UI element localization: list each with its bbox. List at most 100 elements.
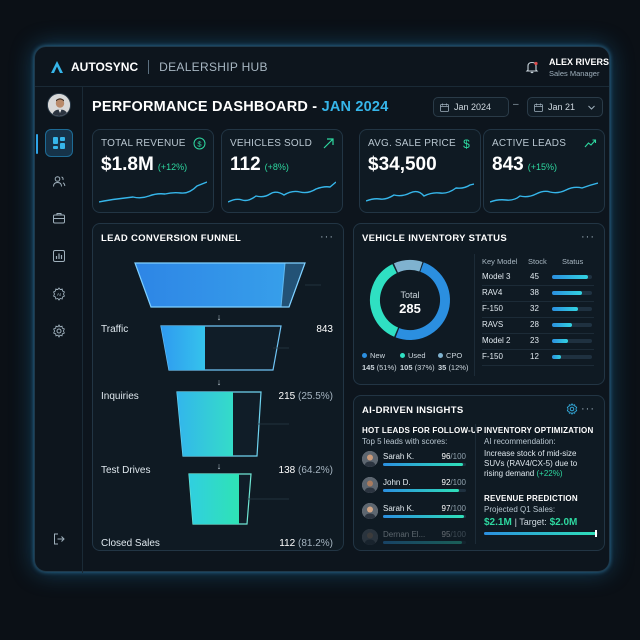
funnel-percent: (81.2%) — [297, 538, 333, 549]
kpi-card-vehicles-sold[interactable]: VEHICLES SOLD 112 (+8%) — [221, 129, 343, 213]
sidebar-item-customers[interactable] — [45, 167, 73, 195]
inventory-row[interactable]: RAVS 28 — [482, 320, 594, 334]
funnel-graphic: ↓ ↓ ↓ — [134, 262, 321, 525]
date-from-value: Jan 2024 — [454, 102, 492, 112]
model-name: Model 2 — [482, 336, 511, 345]
sidebar-item-ai[interactable]: AI — [45, 280, 73, 308]
inventory-row[interactable]: F-150 32 — [482, 304, 594, 318]
kpi-value-text: 112 — [230, 154, 261, 175]
notification-bell-icon[interactable] — [525, 60, 539, 74]
recommendation-text: rising demand — [484, 469, 535, 478]
stock-count: 12 — [530, 352, 539, 361]
ai-title: AI-DRIVEN INSIGHTS — [362, 405, 464, 416]
lead-score-bar — [383, 515, 466, 518]
stock-count: 28 — [530, 320, 539, 329]
ai-menu-button[interactable]: ··· — [581, 403, 595, 415]
inventory-recommendation-line-1: Increase stock of mid-size — [484, 449, 577, 458]
inventory-optimization-subtitle: AI recommendation: — [484, 437, 556, 446]
lead-score: 97/100 — [442, 504, 466, 513]
hot-lead-item[interactable]: John D. 92/100 — [362, 477, 466, 497]
legend-pct: (51%) — [376, 363, 397, 372]
inventory-row[interactable]: Model 3 45 — [482, 272, 594, 286]
lead-name: Sarah K. — [383, 452, 415, 461]
inventory-row[interactable]: F-150 12 — [482, 352, 594, 366]
ai-icon: AI — [53, 287, 65, 301]
kpi-value: 843 (+15%) — [492, 154, 557, 176]
kpi-sparkline — [366, 183, 474, 202]
kpi-value-text: $34,500 — [368, 154, 437, 175]
hot-lead-item[interactable]: Sarah K. 96/100 — [362, 451, 466, 471]
top-bar: AUTOSYNC DEALERSHIP HUB ALEX RIVERS Sale… — [35, 47, 609, 87]
row-divider — [482, 365, 594, 366]
inventory-row[interactable]: RAV4 38 — [482, 288, 594, 302]
svg-text:AI: AI — [57, 292, 61, 297]
status-bar-fill — [552, 275, 588, 279]
hot-lead-item[interactable]: Dernan El... 95/100 — [362, 529, 466, 549]
model-name: RAV4 — [482, 288, 503, 297]
chevron-down-icon — [588, 105, 595, 110]
kpi-value-text: 843 — [492, 154, 524, 175]
kpi-value: $1.8M (+12%) — [101, 154, 187, 176]
revenue-prediction-values: $2.1M | Target: $2.0M — [484, 517, 577, 528]
sidebar-item-settings[interactable] — [45, 317, 73, 345]
row-divider — [482, 317, 594, 318]
kpi-card-total-revenue[interactable]: TOTAL REVENUE $ $1.8M (+12%) — [92, 129, 214, 213]
kpi-label: VEHICLES SOLD — [230, 138, 313, 149]
legend-cpo-count: 35 (12%) — [438, 363, 468, 372]
lead-name: Sarah K. — [383, 504, 415, 513]
revenue-progress-fill — [484, 532, 596, 535]
hot-leads-title: HOT LEADS FOR FOLLOW-UP — [362, 426, 483, 435]
inventory-menu-button[interactable]: ··· — [581, 231, 595, 243]
hot-lead-item[interactable]: Sarah K. 97/100 — [362, 503, 466, 523]
legend-label: Used — [408, 351, 426, 360]
lead-score-value: 97 — [441, 504, 451, 513]
brand-logo[interactable]: AUTOSYNC DEALERSHIP HUB — [49, 59, 268, 75]
funnel-stage-test-drives — [176, 391, 262, 457]
sidebar-item-dashboard[interactable] — [36, 129, 73, 157]
sidebar-item-reports[interactable] — [45, 242, 73, 270]
lead-score: 92/100 — [442, 478, 466, 487]
lead-score-max: /100 — [450, 478, 466, 487]
donut-total-label: Total — [400, 290, 420, 300]
lead-avatar — [362, 451, 378, 467]
status-bar-fill — [552, 291, 583, 295]
kpi-sparkline — [490, 182, 598, 203]
logout-button[interactable] — [45, 525, 73, 553]
page-title-text: PERFORMANCE DASHBOARD - — [92, 99, 322, 115]
legend-swatch — [400, 353, 405, 358]
lead-score-bar-fill — [383, 463, 463, 466]
inventory-row[interactable]: Model 2 23 — [482, 336, 594, 350]
lead-avatar — [362, 529, 378, 545]
lead-score-bar-fill — [383, 515, 464, 518]
donut-segment-new — [370, 260, 450, 340]
funnel-count: 112 — [279, 538, 296, 549]
date-from-picker[interactable]: Jan 2024 — [433, 97, 509, 117]
hub-name: DEALERSHIP HUB — [159, 60, 268, 74]
legend-used-count: 105 (37%) — [400, 363, 435, 372]
kpi-value: 112 (+8%) — [230, 154, 289, 176]
lead-score: 95/100 — [442, 530, 466, 539]
avatar[interactable] — [47, 93, 71, 117]
stock-count: 23 — [530, 336, 539, 345]
lead-score-value: 92 — [441, 478, 451, 487]
lead-avatar — [362, 503, 378, 519]
revenue-prediction-title: REVENUE PREDICTION — [484, 494, 578, 503]
stock-count: 32 — [530, 304, 539, 313]
model-name: F-150 — [482, 304, 503, 313]
inventory-recommendation-line-3: rising demand (+22%) — [484, 469, 563, 479]
user-profile[interactable]: ALEX RIVERS Sales Manager — [549, 57, 609, 78]
svg-text:↓: ↓ — [217, 312, 222, 322]
funnel-value-traffic: 843 — [316, 324, 333, 335]
legend-value: 35 — [438, 363, 447, 372]
funnel-stage-inquiries — [160, 325, 282, 371]
ai-settings-icon[interactable] — [566, 403, 578, 415]
status-bar — [552, 291, 592, 295]
legend-pct: (12%) — [448, 363, 469, 372]
date-to-picker[interactable]: Jan 21 — [527, 97, 603, 117]
kpi-card-active-leads[interactable]: ACTIVE LEADS 843 (+15%) — [483, 129, 605, 213]
lead-score-max: /100 — [450, 452, 466, 461]
donut-segment-cpo — [370, 260, 450, 340]
funnel-menu-button[interactable]: ··· — [320, 231, 334, 243]
kpi-card-avg-sale-price[interactable]: AVG. SALE PRICE $ $34,500 — [359, 129, 481, 213]
sidebar-item-inventory[interactable] — [45, 204, 73, 232]
